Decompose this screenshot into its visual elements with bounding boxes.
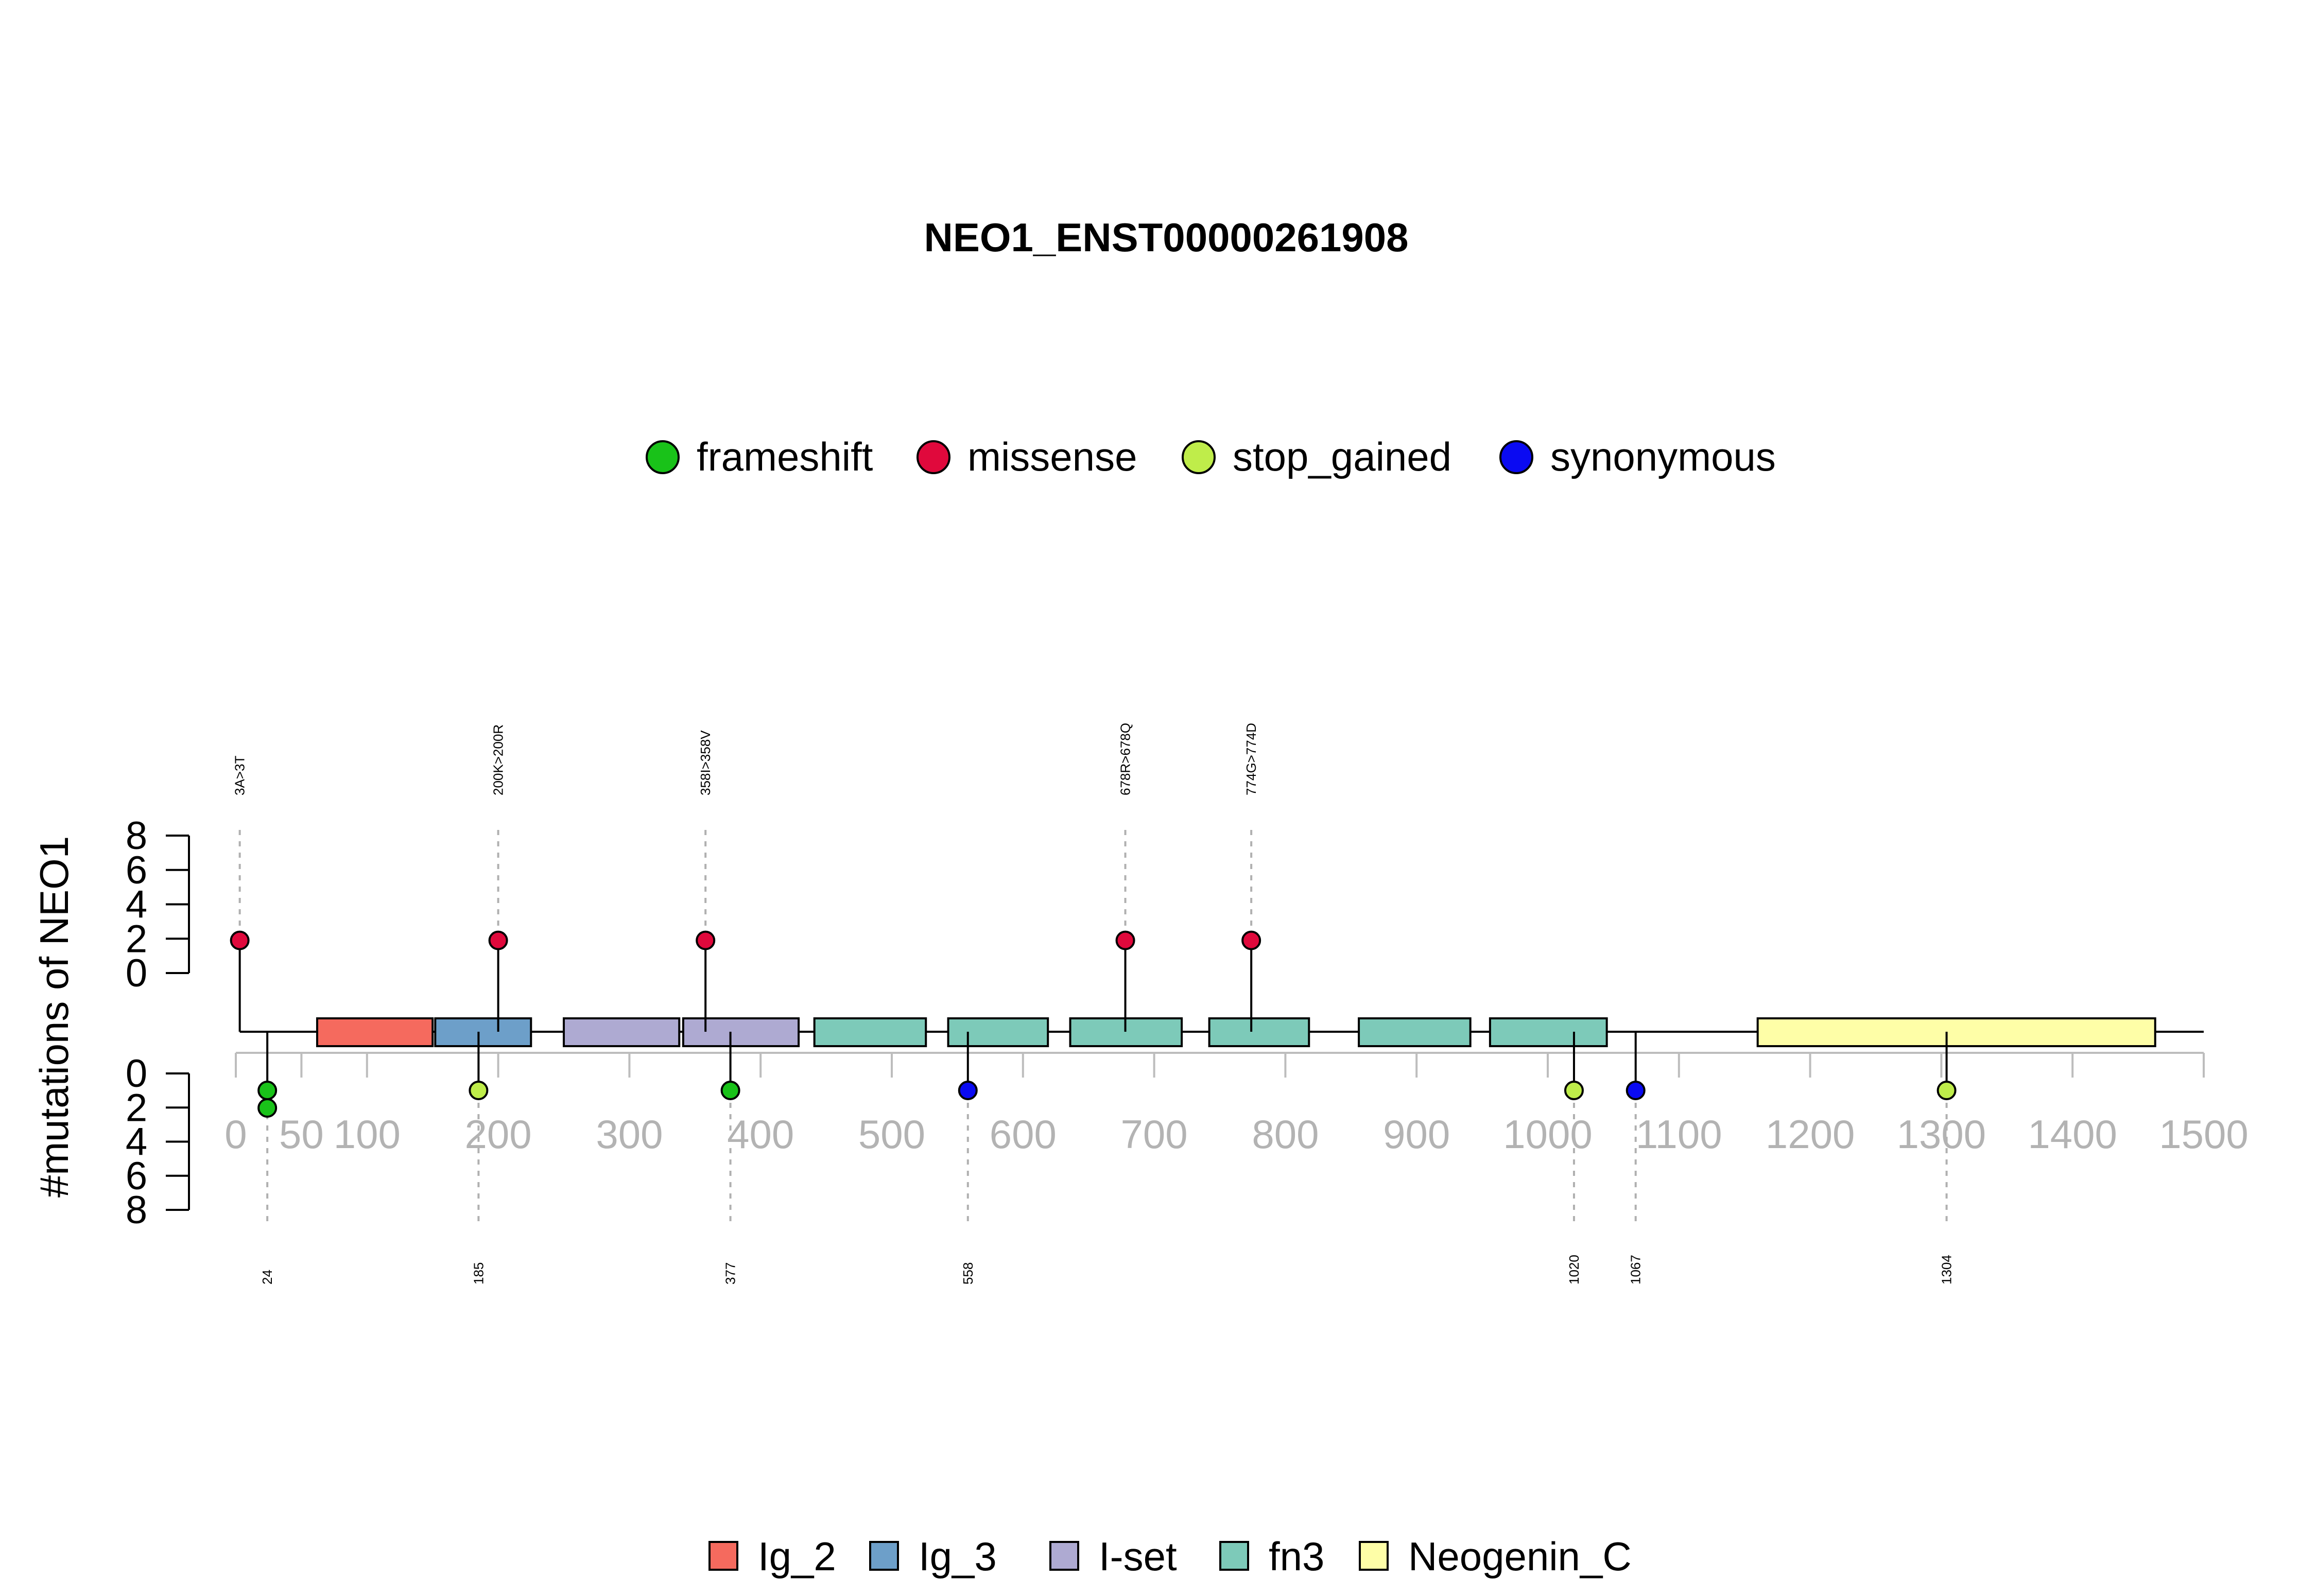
position-label: 1304 [1939,1255,1955,1285]
mutation-point-missense [1241,930,1261,950]
chart-title: NEO1_ENST00000261908 [924,215,1409,260]
domain-legend-fn3-label: fn3 [1269,1534,1324,1579]
legend-missense-label: missense [967,434,1137,479]
x-axis: 0 50 100 200 300 400 500 600 700 800 900 1000 1100 12… [224,1052,2249,1157]
mutation-point-missense [230,930,250,950]
lower-y-tick-label: 2 [126,1086,147,1130]
legend-frameshift-marker [646,440,680,474]
x-tick-label: 200 [465,1112,532,1157]
domain-fn3 [1208,1017,1310,1047]
mutation-point-stop_gained [1936,1081,1957,1100]
upper-y-tick-label: 4 [126,883,147,927]
x-tick-label: 100 [334,1112,401,1157]
x-tick-label: 600 [990,1112,1057,1157]
domain-neogenin_c [1756,1017,2156,1047]
protein-track [239,1017,2204,1047]
x-tick-label: 1300 [1897,1112,1986,1157]
domain-legend-i-set-label: I-set [1099,1534,1177,1579]
domain-fn3 [813,1017,927,1047]
x-tick-label: 1200 [1766,1112,1855,1157]
x-tick-label: 1400 [2028,1112,2117,1157]
domain-fn3 [947,1017,1049,1047]
x-tick-label: 400 [727,1112,794,1157]
domain-ig_2 [316,1017,434,1047]
domain-legend: Ig_2 Ig_3 I-set fn3 Neogenin_C [708,1534,1632,1579]
mutation-point-missense [488,930,508,950]
x-tick-label: 900 [1383,1112,1450,1157]
legend-synonymous-label: synonymous [1550,434,1776,479]
position-label: 185 [471,1262,486,1285]
lower-y-tick-label: 0 [126,1052,147,1096]
mutation-label: 3A>3T [232,756,248,795]
domain-i-set [563,1017,681,1047]
mutation-point-stop_gained [469,1081,489,1100]
mutation-label: 358I>358V [698,730,713,795]
domain-legend-fn3-swatch [1219,1541,1249,1571]
x-tick-label: 1100 [1636,1112,1722,1157]
domain-i-set [682,1017,800,1047]
position-label: 24 [260,1270,275,1285]
legend-frameshift-label: frameshift [697,434,873,479]
x-tick-label: 1000 [1503,1112,1593,1157]
x-tick-label: 1500 [2159,1112,2249,1157]
legend-missense-marker [917,440,950,474]
x-tick-label: 300 [596,1112,663,1157]
domain-legend-ig_2-swatch [708,1541,738,1571]
legend-stop_gained-marker [1182,440,1216,474]
upper-y-tick-label: 8 [126,814,147,858]
upper-y-tick-label: 2 [126,917,147,961]
lower-y-tick-label: 4 [126,1120,147,1164]
mutation-point-frameshift [720,1081,740,1100]
mutation-point-frameshift [257,1098,278,1118]
legend-stop_gained-label: stop_gained [1233,434,1451,479]
mutation-label: 200K>200R [491,724,506,795]
domain-ig_3 [434,1017,532,1047]
upper-y-tick-label: 6 [126,848,147,892]
upper-y-tick-label: 0 [126,951,147,995]
position-label: 1020 [1566,1255,1582,1285]
mutation-point-missense [1115,930,1135,950]
x-tick-label: 500 [858,1112,925,1157]
mutation-point-missense [696,930,716,950]
mutation-point-synonymous [1626,1081,1646,1100]
mutation-point-frameshift [257,1081,278,1100]
position-label: 558 [960,1262,976,1285]
position-label: 1067 [1628,1255,1644,1285]
mutation-label: 774G>774D [1243,723,1259,795]
lower-y-tick-label: 8 [126,1188,147,1232]
domain-legend-i-set-swatch [1049,1541,1079,1571]
x-tick-label: 700 [1121,1112,1188,1157]
mutation-lollipops: 3A>3T 200K>200R 358I>358V 678R>678Q 774G>774… [230,723,1957,1285]
x-tick-label: 50 [279,1112,324,1157]
domain-legend-ig_3-swatch [869,1541,899,1571]
mutation-point-synonymous [958,1081,978,1100]
position-label: 377 [723,1262,738,1285]
lower-y-tick-label: 6 [126,1154,147,1198]
domain-fn3 [1358,1017,1472,1047]
x-tick-label: 0 [224,1112,247,1157]
x-tick-label: 800 [1252,1112,1319,1157]
legend-synonymous-marker [1499,440,1533,474]
mutation-point-stop_gained [1564,1081,1584,1100]
mutation-label: 678R>678Q [1118,723,1133,795]
domain-fn3 [1489,1017,1608,1047]
mutation-type-legend: frameshift missense stop_gained synonymous [646,434,1776,479]
domain-legend-neogenin_c-swatch [1359,1541,1389,1571]
y-axis-label: #mutations of NEO1 [31,836,77,1198]
domain-legend-neogenin_c-label: Neogenin_C [1408,1534,1632,1579]
domain-legend-ig_3-label: Ig_3 [919,1534,997,1579]
guide-lines [238,830,1948,1223]
domain-legend-ig_2-label: Ig_2 [758,1534,836,1579]
